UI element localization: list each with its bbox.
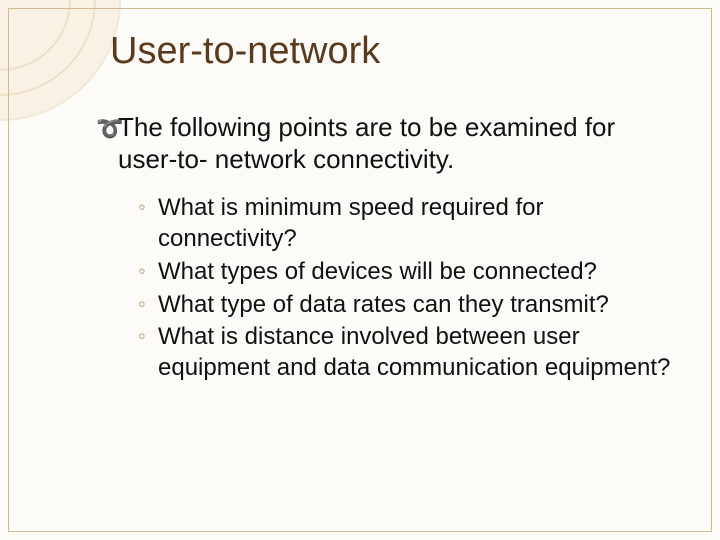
sub-bullet-icon: ◦	[138, 322, 146, 350]
sub-point: ◦ What is distance involved between user…	[142, 322, 680, 383]
slide-content: ➰ The following points are to be examine…	[118, 112, 680, 386]
tilde-bullet-icon: ➰	[96, 116, 123, 143]
sub-bullet-icon: ◦	[138, 290, 146, 318]
sub-point: ◦ What type of data rates can they trans…	[142, 290, 680, 321]
sub-point-text: What type of data rates can they transmi…	[158, 291, 609, 318]
main-point-text: The following points are to be examined …	[118, 112, 615, 174]
sub-point-text: What types of devices will be connected?	[158, 258, 597, 285]
sub-point: ◦ What is minimum speed required for con…	[142, 193, 680, 254]
main-point: ➰ The following points are to be examine…	[118, 112, 680, 175]
slide: User-to-network ➰ The following points a…	[0, 0, 720, 540]
sub-point-list: ◦ What is minimum speed required for con…	[142, 193, 680, 383]
sub-point: ◦ What types of devices will be connecte…	[142, 257, 680, 288]
sub-bullet-icon: ◦	[138, 193, 146, 221]
sub-point-text: What is distance involved between user e…	[158, 323, 670, 381]
slide-title: User-to-network	[110, 30, 380, 73]
sub-point-text: What is minimum speed required for conne…	[158, 194, 543, 252]
sub-bullet-icon: ◦	[138, 257, 146, 285]
